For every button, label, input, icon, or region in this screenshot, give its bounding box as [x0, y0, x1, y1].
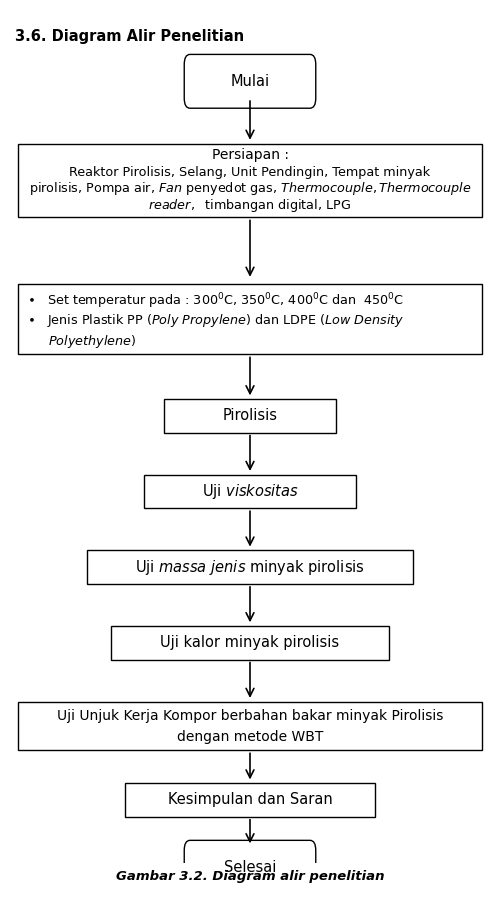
Text: Selesai: Selesai	[224, 859, 276, 875]
Text: Uji $\it{massa\ jenis}$ minyak pirolisis: Uji $\it{massa\ jenis}$ minyak pirolisis	[135, 557, 365, 576]
Bar	[87, 550, 413, 584]
FancyBboxPatch shape	[184, 55, 316, 108]
Text: Persiapan :: Persiapan :	[212, 148, 288, 163]
Bar	[111, 626, 389, 660]
Text: $\bullet$   Set temperatur pada : 300$^0$C, 350$^0$C, 400$^0$C dan  450$^0$C: $\bullet$ Set temperatur pada : 300$^0$C…	[27, 291, 404, 310]
Text: Pirolisis: Pirolisis	[222, 408, 278, 423]
Text: Reaktor Pirolisis, Selang, Unit Pendingin, Tempat minyak: Reaktor Pirolisis, Selang, Unit Pendingi…	[70, 165, 430, 179]
Text: Uji $\it{viskositas}$: Uji $\it{viskositas}$	[202, 482, 298, 501]
Text: $\it{Polyethylene}$): $\it{Polyethylene}$)	[48, 333, 136, 350]
Bar	[164, 399, 336, 432]
Text: Gambar 3.2. Diagram alir penelitian: Gambar 3.2. Diagram alir penelitian	[116, 870, 384, 883]
Bar	[125, 783, 375, 817]
Text: Uji Unjuk Kerja Kompor berbahan bakar minyak Pirolisis: Uji Unjuk Kerja Kompor berbahan bakar mi…	[57, 709, 443, 723]
Text: dengan metode WBT: dengan metode WBT	[177, 730, 323, 744]
Bar	[144, 475, 356, 508]
Bar	[18, 284, 481, 354]
Text: $\bullet$   Jenis Plastik PP ($\it{Poly\ Propylene}$) dan LDPE ($\it{Low\ Densit: $\bullet$ Jenis Plastik PP ($\it{Poly\ P…	[27, 312, 404, 329]
Text: Uji kalor minyak pirolisis: Uji kalor minyak pirolisis	[160, 636, 340, 650]
Text: Kesimpulan dan Saran: Kesimpulan dan Saran	[168, 793, 332, 807]
Text: pirolisis, Pompa air, $\it{Fan}$ penyedot gas, $\it{Thermocouple, Thermocouple}$: pirolisis, Pompa air, $\it{Fan}$ penyedo…	[28, 181, 471, 198]
Text: $\it{reader,}$  timbangan digital, LPG: $\it{reader,}$ timbangan digital, LPG	[148, 197, 352, 214]
Bar	[18, 701, 481, 751]
FancyBboxPatch shape	[184, 841, 316, 895]
Text: 3.6. Diagram Alir Penelitian: 3.6. Diagram Alir Penelitian	[15, 29, 244, 44]
Text: Mulai: Mulai	[230, 74, 270, 89]
Bar	[18, 144, 481, 218]
